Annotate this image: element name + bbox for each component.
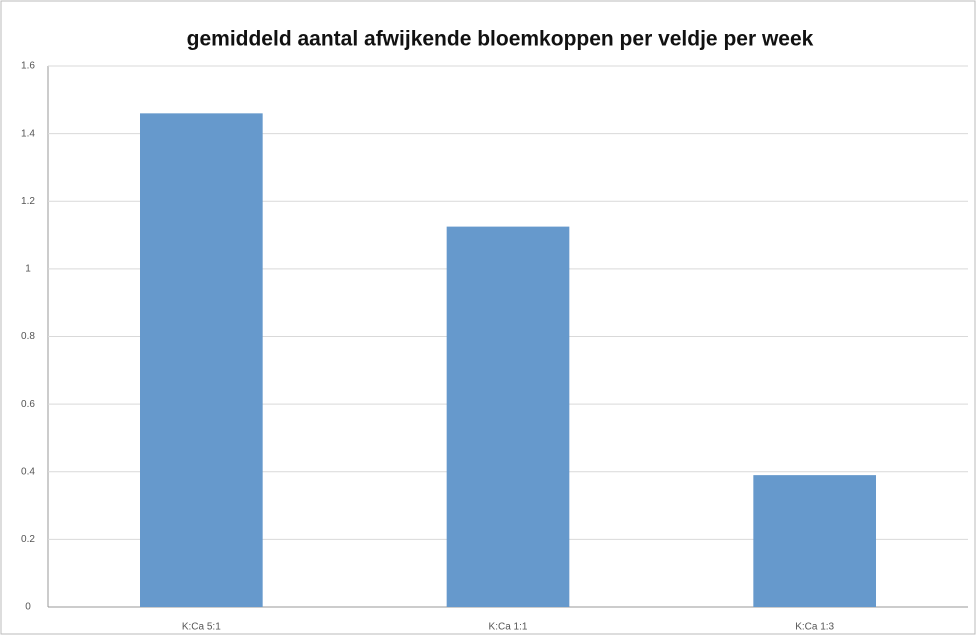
bar <box>446 226 570 607</box>
y-tick-label: 1.2 <box>21 196 35 207</box>
bar <box>140 113 263 608</box>
x-tick-label: K:Ca 1:1 <box>489 622 528 633</box>
y-tick-label: 0.8 <box>21 331 35 342</box>
x-tick-label: K:Ca 1:3 <box>795 622 834 633</box>
x-tick-label: K:Ca 5:1 <box>182 622 221 633</box>
y-tick-label: 0.4 <box>21 466 35 477</box>
y-tick-label: 1.4 <box>21 128 35 139</box>
y-tick-label: 0.6 <box>21 399 35 410</box>
y-tick-label: 1.6 <box>21 61 35 72</box>
y-tick-label: 0.2 <box>21 534 35 545</box>
chart-title: gemiddeld aantal afwijkende bloemkoppen … <box>187 28 814 51</box>
bar <box>753 475 876 607</box>
y-tick-label: 1 <box>25 264 31 275</box>
y-tick-label: 0 <box>25 602 31 613</box>
